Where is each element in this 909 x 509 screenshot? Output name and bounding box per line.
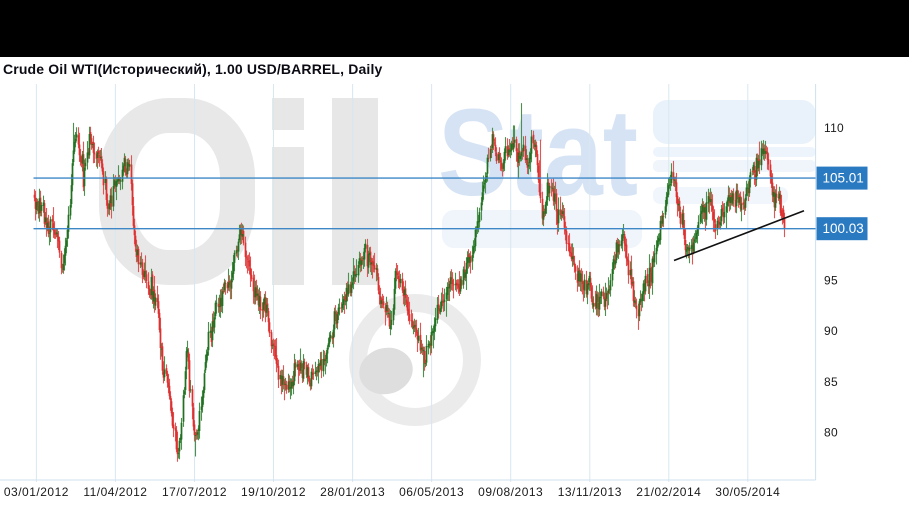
svg-text:100.03: 100.03	[823, 221, 864, 236]
svg-text:19/10/2012: 19/10/2012	[241, 485, 306, 499]
svg-text:13/11/2013: 13/11/2013	[558, 485, 622, 499]
svg-text:17/07/2012: 17/07/2012	[162, 485, 227, 499]
svg-text:06/05/2013: 06/05/2013	[399, 485, 464, 499]
svg-text:21/02/2014: 21/02/2014	[636, 485, 701, 499]
svg-text:95: 95	[824, 273, 838, 287]
svg-text:09/08/2013: 09/08/2013	[478, 485, 543, 499]
svg-text:105.01: 105.01	[823, 171, 864, 186]
svg-text:03/01/2012: 03/01/2012	[4, 485, 69, 499]
svg-text:110: 110	[824, 121, 844, 135]
svg-text:28/01/2013: 28/01/2013	[320, 485, 385, 499]
svg-text:85: 85	[824, 375, 838, 389]
svg-text:11/04/2012: 11/04/2012	[83, 485, 147, 499]
svg-text:30/05/2014: 30/05/2014	[715, 485, 780, 499]
svg-text:80: 80	[824, 426, 838, 440]
svg-text:90: 90	[824, 324, 838, 338]
